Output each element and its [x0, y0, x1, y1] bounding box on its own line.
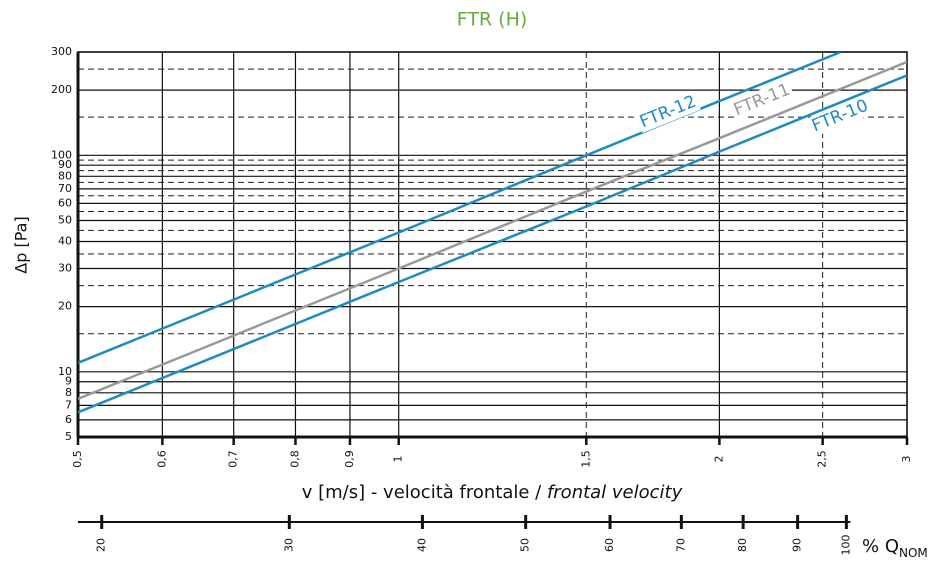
y-tick-label: 70 [58, 182, 72, 195]
chart-title: FTR (H) [457, 9, 528, 31]
y-tick-label: 5 [65, 430, 72, 443]
y-tick-label: 6 [65, 413, 72, 426]
y-tick-label: 30 [58, 262, 72, 275]
x-tick-label: 0,6 [155, 450, 168, 468]
y-axis-label: Δp [Pa] [12, 216, 31, 273]
x-tick-label: 0,8 [288, 450, 301, 468]
x-axis-label-main: v [m/s] - velocità frontale / [302, 482, 547, 503]
x-tick-label: 0,9 [343, 450, 356, 468]
series-label-bg [729, 78, 795, 122]
series-line [78, 52, 842, 365]
series-line [78, 60, 907, 401]
x-axis-label: v [m/s] - velocità frontale / frontal ve… [302, 482, 683, 503]
x-tick-label: 1 [392, 456, 405, 463]
x2-tick-label: 70 [674, 538, 687, 552]
x-tick-label: 0,7 [227, 450, 240, 468]
series-label: FTR-11 [731, 80, 793, 121]
y-tick-label: 100 [51, 148, 72, 161]
y-tick-label: 8 [65, 386, 72, 399]
y-tick-label: 300 [51, 45, 72, 58]
y-tick-label: 40 [58, 234, 72, 247]
x2-tick-label: 100 [839, 535, 852, 556]
series-label: FTR-12 [637, 92, 699, 133]
x2-axis-label-sub: NOM [899, 546, 928, 560]
y-tick-label: 7 [65, 398, 72, 411]
y-tick-label: 9 [65, 375, 72, 388]
x2-tick-label: 80 [736, 538, 749, 552]
x2-tick-label: 90 [791, 538, 804, 552]
x-axis-label-italic: frontal velocity [547, 482, 683, 503]
x-tick-label: 2 [712, 456, 725, 463]
y-tick-label: 60 [58, 196, 72, 209]
x2-axis-label-main: % Q [862, 536, 899, 557]
y-tick-label: 20 [58, 300, 72, 313]
y-tick-label: 80 [58, 169, 72, 182]
series-label-bg [807, 94, 873, 138]
x-tick-label: 3 [900, 456, 913, 463]
y-tick-label: 50 [58, 213, 72, 226]
y-tick-label: 90 [58, 158, 72, 171]
x2-axis-label: % QNOM [862, 536, 928, 560]
series-label-bg [635, 90, 701, 134]
x-tick-label: 2,5 [816, 450, 829, 468]
x2-tick-label: 30 [282, 538, 295, 552]
x2-tick-label: 40 [415, 538, 428, 552]
y-tick-label: 200 [51, 83, 72, 96]
x2-tick-label: 20 [95, 538, 108, 552]
x-tick-label: 1,5 [579, 450, 592, 468]
x-tick-label: 0,5 [71, 450, 84, 468]
series-line [78, 74, 907, 414]
x2-tick-label: 50 [519, 538, 532, 552]
y-tick-label: 10 [58, 365, 72, 378]
x2-tick-label: 60 [603, 538, 616, 552]
